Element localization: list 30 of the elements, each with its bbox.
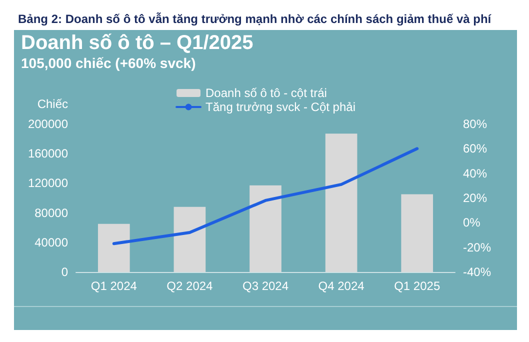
y2-tick-label: 0% xyxy=(463,216,481,230)
y2-tick-label: -20% xyxy=(463,240,492,254)
y-axis-title: Chiếc xyxy=(37,97,68,111)
chart-title: Bảng 2: Doanh số ô tô vẫn tăng trưởng mạnh nhờ các chính sách giảm thuế và phí xyxy=(17,11,492,28)
bar xyxy=(325,134,358,272)
bar xyxy=(401,194,434,272)
x-tick-label: Q4 2024 xyxy=(318,279,365,293)
y-tick-label: 80000 xyxy=(34,206,68,220)
y-tick-label: 0 xyxy=(61,265,68,279)
y2-tick-label: -40% xyxy=(463,265,492,279)
bar xyxy=(250,185,282,272)
y-tick-label: 160000 xyxy=(28,146,68,161)
x-tick-label: Q2 2024 xyxy=(166,279,214,293)
x-tick-label: Q1 2024 xyxy=(90,279,138,293)
y2-tick-label: 40% xyxy=(463,166,488,180)
bar xyxy=(98,224,130,272)
legend-label: Doanh số ô tô - cột trái xyxy=(206,86,327,100)
x-tick-label: Q1 2025 xyxy=(394,279,440,293)
chart-subtitle: Doanh số ô tô – Q1/2025 xyxy=(20,31,254,55)
y2-tick-label: 80% xyxy=(463,117,488,131)
y-tick-label: 40000 xyxy=(34,235,68,250)
legend-label: Tăng trưởng svck - Cột phải xyxy=(206,100,356,114)
bar xyxy=(174,206,206,272)
y-tick-label: 200000 xyxy=(28,117,68,131)
y2-tick-label: 20% xyxy=(463,191,488,205)
x-tick-label: Q3 2024 xyxy=(242,279,289,293)
text: 105,000 chiếc (+60% svck) xyxy=(20,55,197,71)
y2-tick-label: 60% xyxy=(463,142,488,156)
y-tick-label: 120000 xyxy=(28,176,68,190)
line-series xyxy=(112,147,419,246)
